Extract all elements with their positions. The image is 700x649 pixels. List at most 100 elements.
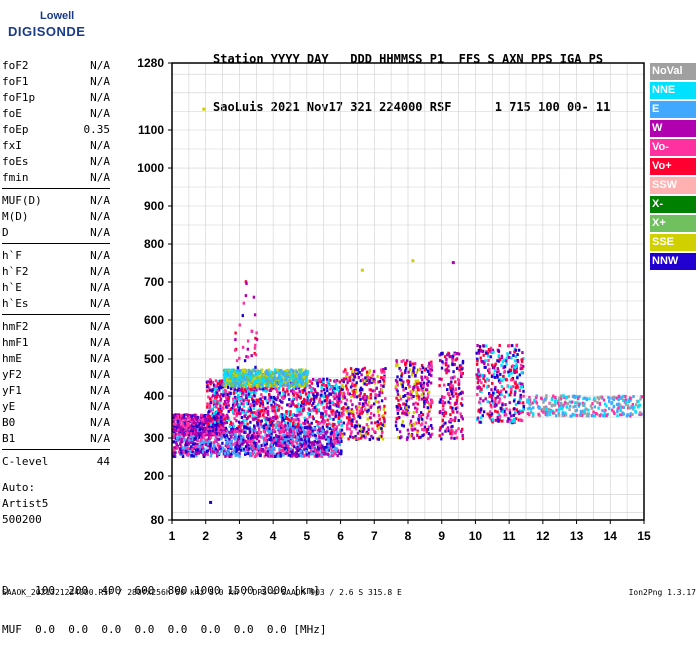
echo-point	[460, 372, 462, 375]
echo-point	[372, 374, 374, 377]
echo-point	[481, 374, 483, 377]
echo-point	[300, 396, 302, 399]
echo-point	[476, 393, 478, 396]
echo-point	[396, 390, 398, 393]
echo-point	[510, 357, 512, 360]
echo-point	[328, 423, 330, 426]
echo-point	[528, 407, 530, 410]
echo-point	[260, 423, 262, 426]
echo-point	[456, 367, 458, 370]
echo-point	[287, 393, 289, 396]
echo-point	[241, 388, 243, 391]
echo-point	[462, 391, 464, 394]
echo-point	[345, 410, 347, 413]
echo-point	[351, 370, 353, 373]
echo-point	[280, 431, 282, 434]
echo-point	[279, 392, 281, 395]
echo-point	[236, 397, 238, 400]
echo-point	[454, 380, 456, 383]
echo-point	[264, 376, 266, 379]
echo-point	[312, 378, 314, 381]
echo-point	[295, 454, 297, 457]
echo-point	[305, 375, 307, 378]
echo-point	[458, 387, 460, 390]
echo-point	[596, 396, 598, 399]
echo-point	[300, 438, 302, 441]
echo-point	[439, 429, 441, 432]
echo-point	[427, 365, 429, 368]
echo-point	[447, 365, 449, 368]
echo-point	[295, 425, 297, 428]
echo-point	[200, 438, 202, 441]
echo-point	[580, 410, 582, 413]
echo-point	[459, 392, 461, 395]
echo-point	[263, 441, 265, 444]
echo-point	[410, 393, 412, 396]
echo-point	[292, 400, 294, 403]
echo-point	[502, 375, 504, 378]
echo-point	[198, 445, 200, 448]
echo-point	[487, 413, 489, 416]
echo-point	[476, 360, 478, 363]
echo-point	[508, 344, 510, 347]
echo-point	[336, 431, 338, 434]
echo-point	[272, 384, 274, 387]
echo-point	[416, 410, 418, 413]
echo-point	[483, 384, 485, 387]
echo-point	[306, 399, 308, 402]
echo-point	[492, 351, 494, 354]
echo-point	[355, 368, 357, 371]
echo-point	[639, 411, 641, 414]
echo-point	[186, 431, 188, 434]
echo-point	[328, 414, 330, 417]
echo-point	[501, 379, 503, 382]
echo-point	[179, 433, 181, 436]
echo-point	[205, 443, 207, 446]
echo-point	[492, 418, 494, 421]
echo-point	[331, 451, 333, 454]
echo-point	[411, 390, 413, 393]
echo-point	[336, 386, 338, 389]
echo-point	[266, 434, 268, 437]
echo-point	[562, 394, 564, 397]
echo-point	[327, 453, 329, 456]
echo-point	[427, 380, 429, 383]
echo-point	[415, 385, 417, 388]
echo-point	[224, 455, 226, 458]
echo-point	[520, 367, 522, 370]
echo-point	[257, 419, 259, 422]
echo-point	[610, 402, 612, 405]
echo-point	[285, 410, 287, 413]
echo-point	[257, 399, 259, 402]
echo-point	[296, 398, 298, 401]
echo-point	[601, 409, 603, 412]
echo-point	[186, 440, 188, 443]
echo-point	[234, 433, 236, 436]
echo-point	[236, 410, 238, 413]
echo-point	[560, 402, 562, 405]
echo-point	[286, 435, 288, 438]
echo-point	[226, 379, 228, 382]
echo-point	[304, 422, 306, 425]
echo-point	[232, 451, 234, 454]
echo-point	[395, 385, 397, 388]
echo-point	[192, 432, 194, 435]
echo-point	[204, 451, 206, 454]
echo-point	[330, 447, 332, 450]
echo-point	[350, 399, 352, 402]
echo-point	[292, 422, 294, 425]
echo-point	[212, 450, 214, 453]
echo-point	[280, 385, 282, 388]
echo-point	[480, 408, 482, 411]
echo-point	[542, 401, 544, 404]
echo-point	[248, 428, 250, 431]
echo-point	[279, 415, 281, 418]
echo-point	[494, 369, 496, 372]
echo-point	[430, 418, 432, 421]
echo-point	[452, 370, 454, 373]
echo-point	[426, 376, 428, 379]
echo-point	[504, 370, 506, 373]
echo-point	[352, 410, 354, 413]
echo-point	[223, 403, 225, 406]
